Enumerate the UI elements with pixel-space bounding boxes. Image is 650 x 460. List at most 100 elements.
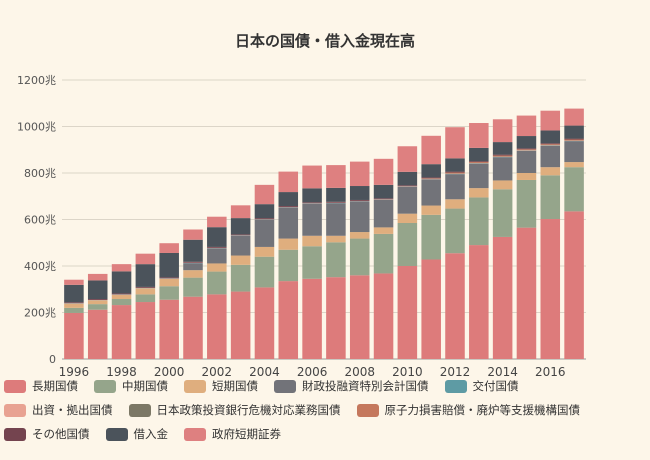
legend-label: 借入金 <box>133 427 169 441</box>
bar-segment <box>445 158 465 172</box>
bar-segment <box>183 296 203 359</box>
bar-segment <box>254 184 275 205</box>
bar-segment <box>373 199 394 228</box>
bar-segment <box>421 179 441 206</box>
bar-segment <box>373 233 394 274</box>
bar-segment <box>564 108 584 126</box>
bar-segment <box>492 119 513 143</box>
legend-label: 出資・拠出国債 <box>32 403 113 417</box>
bar-segment <box>230 255 251 265</box>
bar-segment <box>516 227 537 359</box>
bar-segment <box>87 304 108 310</box>
bar-segment <box>278 249 299 282</box>
y-tick-label: 400兆 <box>24 260 56 273</box>
bar-segment <box>492 142 513 155</box>
bar-segment <box>278 207 299 239</box>
bar-segment <box>111 299 132 306</box>
bar-segment <box>230 234 251 236</box>
bar-segment <box>254 219 275 247</box>
legend-label: 長期国債 <box>32 379 78 393</box>
bar-segment <box>183 229 203 240</box>
bar-segment <box>516 179 537 228</box>
legend-item[interactable]: 交付国債 <box>444 379 519 394</box>
bar-segment <box>302 202 322 204</box>
y-axis: 0 200兆 400兆 600兆 800兆 1000兆 1200兆 <box>17 74 56 366</box>
bar-segment <box>254 287 275 359</box>
bar-segment <box>64 284 84 303</box>
bar-segment <box>349 275 370 359</box>
legend-item[interactable]: 原子力損害賠償・廃炉等支援機構国債 <box>356 403 580 418</box>
bar-segment <box>159 243 179 253</box>
bar-segment <box>135 302 156 359</box>
bar-segment <box>397 171 418 186</box>
legend-swatch <box>184 380 206 393</box>
y-tick-label: 200兆 <box>24 307 56 320</box>
y-tick-label: 600兆 <box>24 214 56 227</box>
bar-segment <box>445 199 465 209</box>
legend-item[interactable]: 政府短期証券 <box>184 427 281 442</box>
bar-segment <box>159 277 179 279</box>
bar-segment <box>373 273 394 359</box>
bar-segment <box>159 286 179 300</box>
legend-item[interactable]: 出資・拠出国債 <box>4 403 113 418</box>
x-tick-label: 2014 <box>487 365 518 376</box>
bar-segment <box>159 299 179 359</box>
bar-segment <box>64 303 84 308</box>
legend-swatch <box>356 404 379 417</box>
legend-label: 交付国債 <box>472 379 519 393</box>
bar-segment <box>445 127 465 159</box>
x-tick-label: 2004 <box>249 365 280 376</box>
bar-segment <box>87 309 108 359</box>
bar-segment <box>278 171 299 193</box>
x-axis: 1996 1998 2000 2002 2004 2006 2008 2010 2012 2014… <box>59 365 566 376</box>
bar-segment <box>373 158 394 185</box>
bar-segment <box>230 264 251 292</box>
legend-item[interactable]: その他国債 <box>4 427 90 442</box>
x-tick-label: 2002 <box>202 365 233 376</box>
bar-segment <box>326 242 346 278</box>
bar-segment <box>373 198 394 200</box>
bar-segment <box>469 123 489 148</box>
legend-item[interactable]: 借入金 <box>105 427 169 442</box>
bar-segment <box>516 149 537 151</box>
bar-segment <box>564 138 584 140</box>
x-tick-label: 2010 <box>392 365 423 376</box>
bar-segment <box>230 205 251 219</box>
bar-segment <box>397 186 418 214</box>
legend-item[interactable]: 短期国債 <box>184 379 258 394</box>
bar-segment <box>183 239 203 262</box>
bar-segment <box>207 246 227 248</box>
bar-segment <box>469 147 489 162</box>
legend: 長期国債 中期国債 短期国債 財政投融資特別会計国債 交付国債出資・拠出国債 日本政策投資… <box>4 376 648 448</box>
bar-segment <box>349 161 370 187</box>
bar-segment <box>326 187 346 202</box>
bar-segment <box>445 172 465 174</box>
bar-segment <box>230 218 251 235</box>
bar-segment <box>278 192 299 207</box>
bar-segment <box>135 288 156 295</box>
legend-swatch <box>4 380 26 393</box>
legend-item[interactable]: 財政投融資特別会計国債 <box>274 379 429 394</box>
bar-segment <box>421 135 441 165</box>
x-tick-label: 2016 <box>535 365 566 376</box>
bar-segment <box>135 264 156 287</box>
bar-segment <box>135 294 156 303</box>
legend-item[interactable]: 中期国債 <box>94 379 168 394</box>
bar-segment <box>421 177 441 179</box>
bar-segment <box>326 235 346 243</box>
bar-segment <box>373 184 394 199</box>
bar-segment <box>421 214 441 260</box>
bar-segment <box>349 186 370 200</box>
legend-item[interactable]: 日本政策投資銀行危機対応業務国債 <box>128 403 341 418</box>
bar-segment <box>159 278 179 287</box>
bar-segment <box>469 197 489 246</box>
bar-segment <box>135 253 156 265</box>
bar-segment <box>492 155 513 157</box>
legend-label: 日本政策投資銀行危機対応業務国債 <box>156 403 341 417</box>
bars <box>64 108 584 359</box>
y-tick-label: 1000兆 <box>17 121 56 134</box>
legend-swatch <box>4 404 26 417</box>
bar-segment <box>207 216 227 228</box>
legend-item[interactable]: 長期国債 <box>4 379 78 394</box>
bar-segment <box>87 300 108 305</box>
